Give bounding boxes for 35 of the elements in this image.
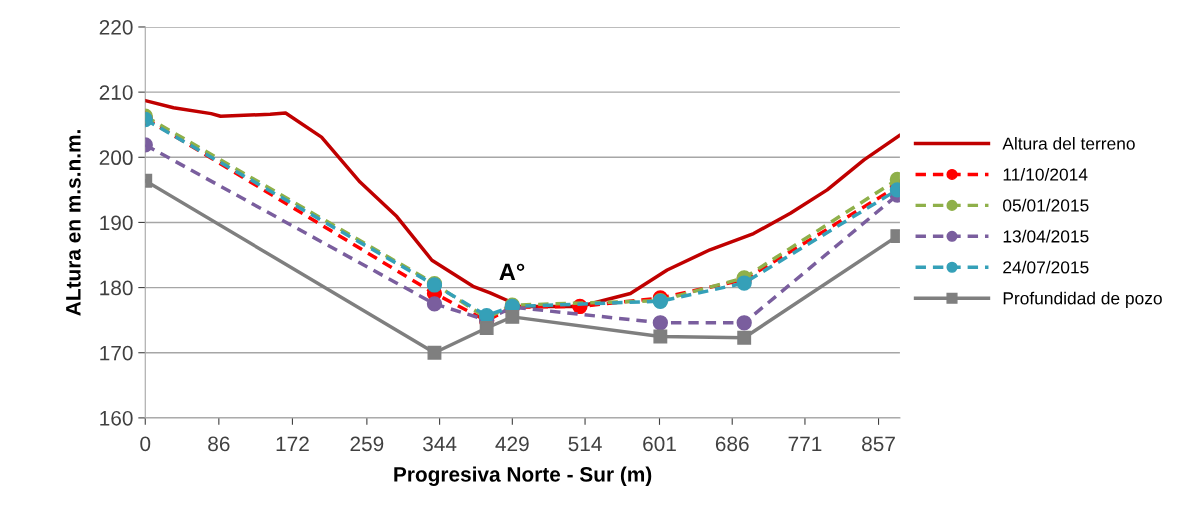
x-tick-label: 686 [715,436,749,452]
x-tick-label: 0 [140,436,151,452]
x-tick-label: 429 [495,436,529,452]
y-tick-label: 220 [99,19,133,35]
point [479,321,494,335]
y-tick-label: 170 [100,345,133,361]
x-tick-label: 172 [276,436,309,452]
x-tick-label: 86 [208,436,230,452]
x-tick-label: 344 [423,436,457,452]
y-tick-label: 160 [100,410,133,426]
legend-label: 05/01/2015 [1003,198,1089,212]
y-tick-label: 200 [99,150,133,166]
point [427,345,442,360]
legend-label: 11/10/2014 [1003,167,1088,181]
y-axis-title: ALtura en m.s.n.m. [66,130,81,316]
y-tick-label: 190 [100,215,133,231]
legend-label: 13/04/2015 [1003,229,1089,243]
point [737,330,752,345]
y-tick-label: 180 [100,280,133,296]
x-tick-label: 514 [568,436,602,452]
legend-label: Altura del terreno [1002,136,1135,150]
point [736,315,752,331]
x-axis-title: Progresiva Norte - Sur (m) [394,466,652,486]
x-tick-label: 771 [788,436,822,452]
x-tick-label: 601 [643,436,676,452]
x-tick-label: 857 [862,436,895,452]
point [426,296,443,312]
y-tick-label: 210 [99,85,133,100]
point [652,315,668,331]
legend-label: Profundidad de pozo [1003,291,1162,308]
x-tick-label: 259 [350,436,384,452]
legend-label: 24/07/2015 [1003,260,1089,274]
point [653,329,668,344]
point [505,309,520,324]
annotation: A° [499,263,525,281]
